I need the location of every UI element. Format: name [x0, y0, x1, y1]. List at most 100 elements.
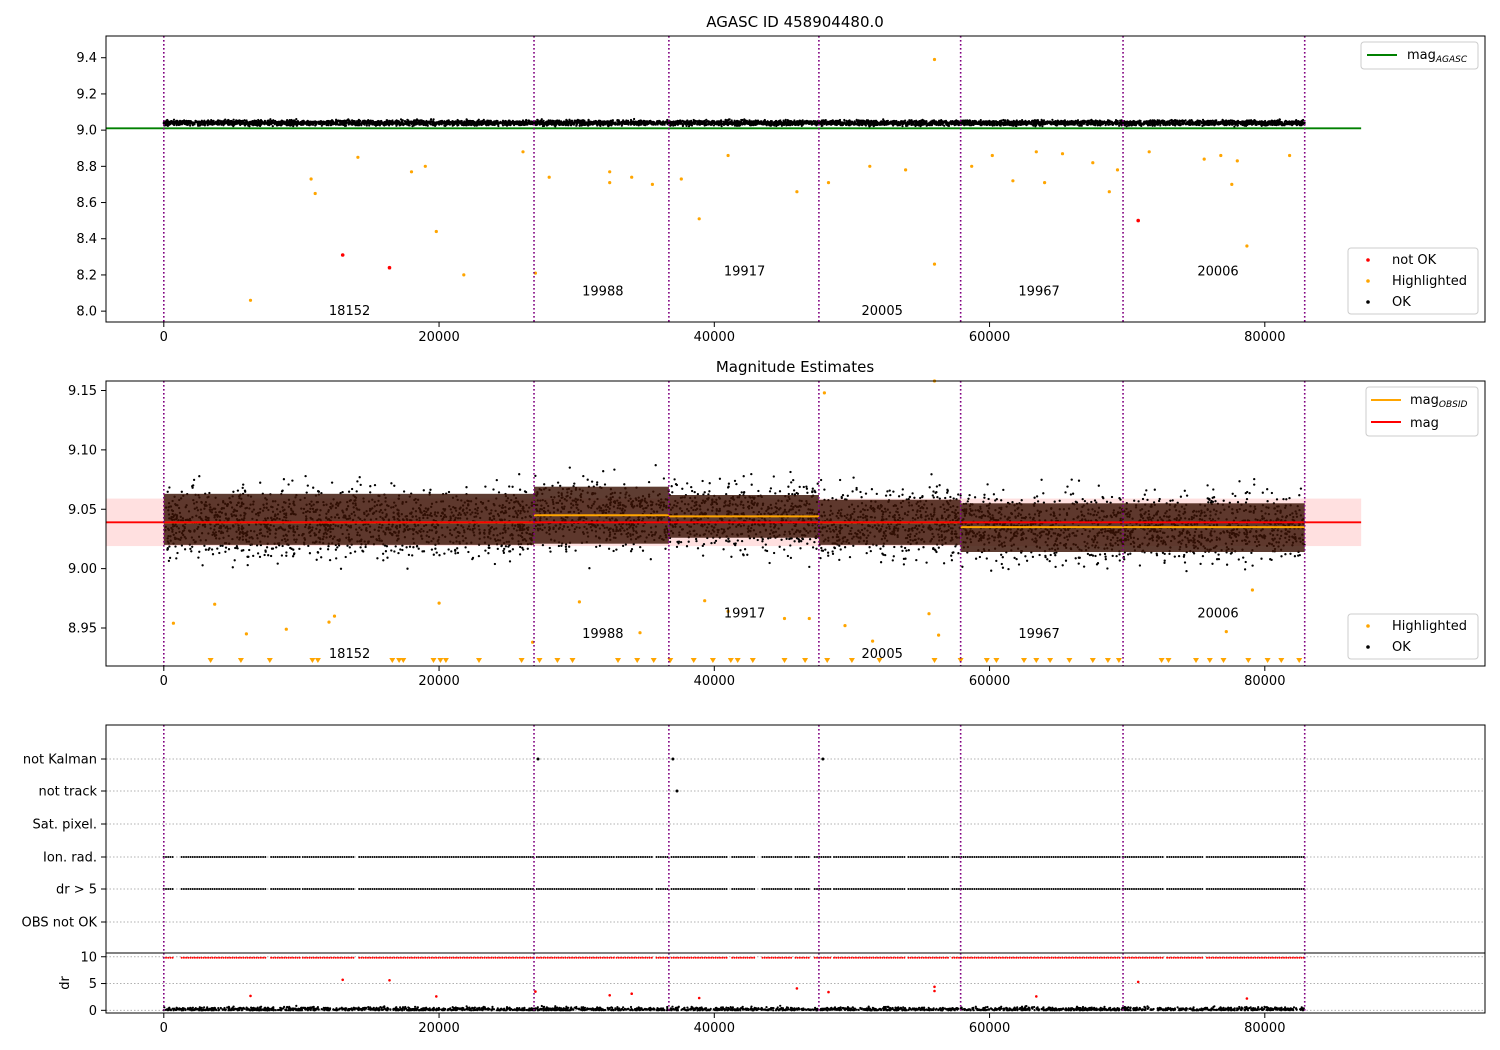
- ok-point: [473, 122, 477, 125]
- ok-point: [576, 122, 579, 125]
- ok-point: [893, 120, 897, 123]
- ok-point: [406, 123, 409, 126]
- ok-point: [562, 120, 566, 123]
- ok-point: [706, 120, 710, 123]
- ok-point: [814, 121, 817, 124]
- ok-point: [657, 120, 661, 124]
- ok-point: [924, 120, 927, 123]
- ok-point: [636, 122, 639, 125]
- ok-point: [868, 124, 871, 127]
- ok-point: [938, 119, 941, 122]
- ok-point: [880, 121, 884, 124]
- ok-point: [932, 119, 935, 123]
- ok-point: [914, 124, 917, 128]
- ok-point: [395, 124, 398, 127]
- ok-point: [270, 123, 273, 126]
- ok-point: [224, 118, 227, 121]
- ok-point: [227, 123, 230, 126]
- ok-point: [692, 118, 695, 122]
- ok-point: [781, 122, 785, 126]
- ok-point: [455, 122, 458, 125]
- ok-point: [504, 121, 507, 124]
- ok-point: [306, 121, 309, 124]
- ok-point: [260, 121, 263, 124]
- ok-point: [357, 119, 360, 123]
- ok-point: [586, 123, 589, 126]
- ok-point: [903, 121, 906, 125]
- ok-point: [478, 121, 481, 124]
- ok-point: [391, 123, 394, 126]
- ok-point: [407, 119, 410, 122]
- ok-point: [361, 120, 364, 123]
- ok-point: [480, 123, 483, 126]
- ok-point: [810, 120, 814, 123]
- ok-point: [394, 120, 397, 123]
- ok-point: [348, 119, 351, 122]
- ok-point: [276, 122, 279, 125]
- ok-point: [618, 122, 621, 125]
- agasc-panel: AGASC ID 458904480.0 1815219988199172000…: [76, 13, 1486, 345]
- ok-point: [351, 120, 354, 123]
- ok-point: [328, 121, 331, 124]
- ok-point: [239, 123, 242, 127]
- ok-point: [337, 119, 340, 122]
- ok-point: [344, 124, 348, 127]
- ok-point: [345, 119, 348, 123]
- ok-point: [529, 122, 532, 125]
- ok-point: [778, 122, 781, 125]
- ok-point: [578, 124, 581, 127]
- ok-point: [652, 120, 655, 123]
- ok-point: [180, 121, 183, 124]
- ok-point: [918, 122, 921, 125]
- ok-point: [626, 123, 630, 126]
- ok-point: [874, 119, 878, 122]
- ok-point: [948, 121, 952, 124]
- ok-point: [607, 125, 610, 128]
- ok-point: [715, 121, 718, 124]
- ok-point: [184, 122, 187, 125]
- ok-point: [919, 125, 922, 128]
- ok-point: [758, 121, 761, 124]
- ok-point: [596, 122, 599, 125]
- ok-point: [821, 120, 825, 123]
- ok-point: [418, 121, 421, 124]
- ok-point: [227, 121, 230, 124]
- ok-point: [167, 120, 170, 123]
- ok-point: [470, 121, 473, 124]
- ok-point: [312, 122, 315, 125]
- ok-point: [707, 121, 710, 125]
- ok-point: [189, 124, 192, 127]
- ok-point: [399, 122, 402, 125]
- ok-point: [830, 121, 833, 124]
- panel1-title: AGASC ID 458904480.0: [706, 13, 884, 31]
- ok-point: [378, 122, 381, 125]
- ok-point: [698, 119, 701, 122]
- ok-point: [558, 123, 561, 126]
- ok-point: [420, 120, 423, 123]
- ok-point: [399, 118, 403, 121]
- ok-point: [172, 121, 176, 124]
- ok-point: [686, 123, 689, 126]
- ok-point: [380, 122, 383, 125]
- ok-point: [644, 122, 647, 125]
- ok-point: [309, 120, 312, 124]
- ok-point: [620, 124, 623, 127]
- ok-point: [895, 122, 898, 125]
- ok-point: [440, 123, 443, 126]
- ok-point: [384, 122, 387, 125]
- ok-point: [335, 121, 338, 124]
- ok-point: [236, 119, 239, 122]
- ok-point: [489, 119, 492, 122]
- ok-point: [369, 122, 372, 125]
- ok-point: [268, 121, 271, 124]
- ok-point: [325, 122, 328, 125]
- ok-point: [389, 122, 392, 125]
- ok-point: [377, 120, 380, 123]
- ok-point: [304, 121, 307, 124]
- ok-point: [332, 122, 335, 125]
- ok-point: [581, 124, 584, 127]
- ok-point: [1076, 119, 1080, 122]
- ok-point: [300, 121, 303, 124]
- ok-point: [578, 121, 581, 124]
- ok-point: [841, 121, 844, 124]
